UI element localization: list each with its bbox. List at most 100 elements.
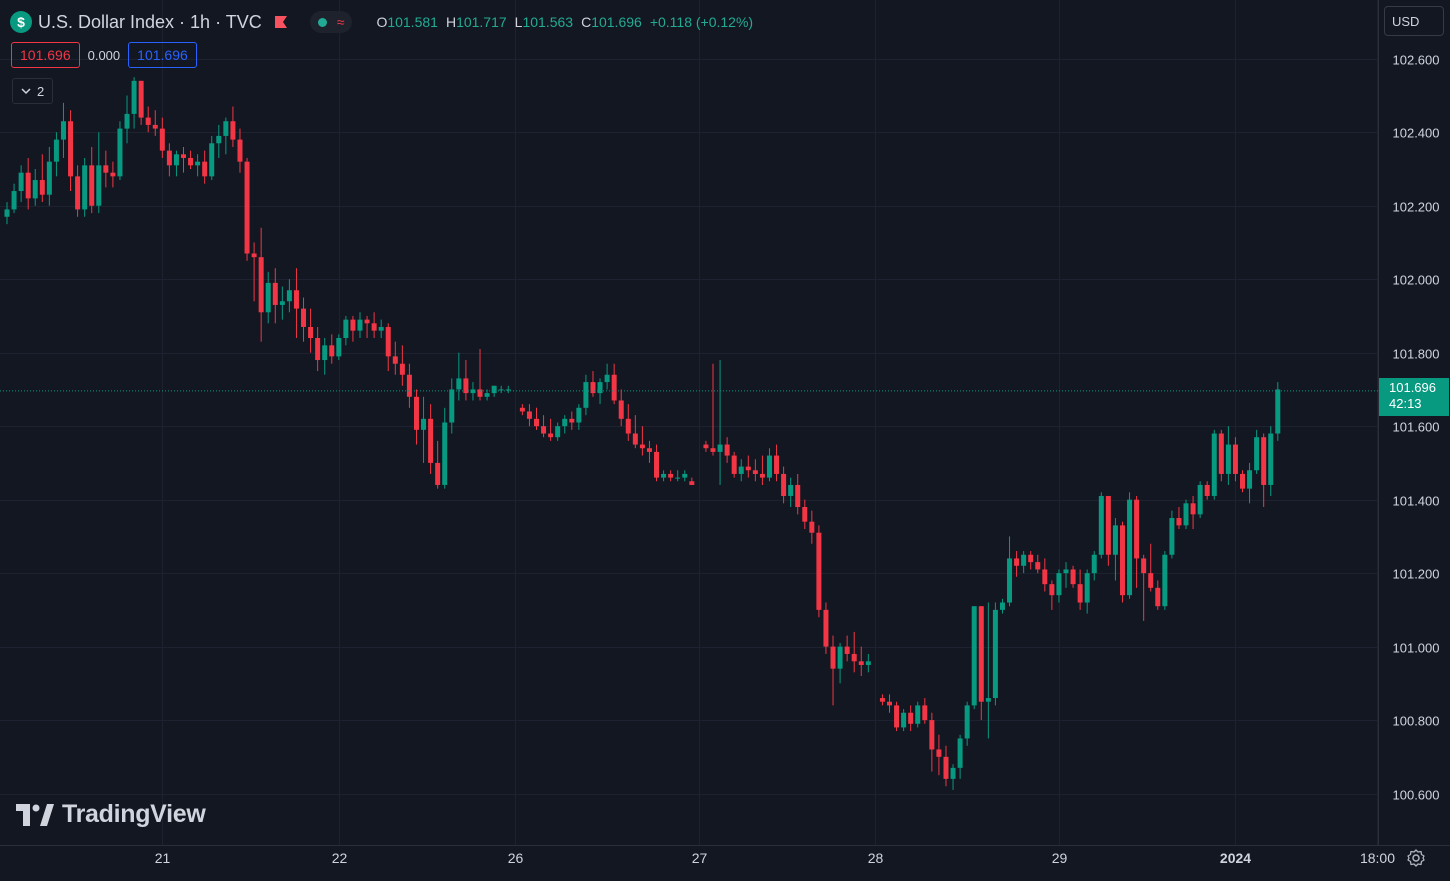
high-value: 101.717 [456,14,507,30]
x-tick-label: 29 [1052,850,1068,866]
candle-body [315,338,321,361]
candle [908,705,914,732]
candle [265,271,271,324]
candle-body [562,418,568,427]
candle-body [1240,473,1245,489]
dollar-symbol-icon[interactable]: $ [10,11,32,33]
candle-body [195,161,201,166]
candle-body [421,418,427,430]
candle [498,385,504,394]
candle [781,466,787,504]
candle-body [781,473,787,496]
candle-body [837,646,843,669]
candle [279,286,285,320]
candle [1204,481,1210,500]
candle-body [1247,470,1253,489]
candle [1169,510,1175,559]
candle-body [279,301,285,305]
candle-body [4,209,10,217]
candle-body [442,422,448,485]
candle [1091,551,1097,581]
candle [18,165,24,203]
candle [999,598,1005,614]
candle [816,525,822,618]
currency-button[interactable]: USD [1384,6,1444,36]
candle [950,764,956,790]
tradingview-logo[interactable]: TradingView [16,800,206,829]
candle-body [879,698,885,702]
candle [759,455,765,485]
symbol-title[interactable]: U.S. Dollar Index · 1h · TVC [38,11,262,32]
candle-body [1254,437,1260,471]
candle [166,143,172,177]
candle [901,709,907,732]
candle [887,694,892,713]
candle-body [166,150,172,166]
chevron-down-icon [21,88,31,95]
candle [230,106,236,147]
candle-body [96,165,102,206]
candle-body [957,738,963,768]
candle [343,315,349,346]
candle [724,437,730,463]
indicators-toggle-button[interactable]: 2 [12,78,54,104]
candle-body [908,712,914,724]
candle-body [1007,558,1013,603]
candle-body [1119,525,1125,596]
candle [823,602,829,654]
candle [1035,554,1041,574]
candle-body [646,448,652,452]
candle-body [759,473,765,478]
candle-body [53,139,59,162]
candle-body [1162,554,1168,607]
candle-body [378,326,384,331]
bar-countdown: 42:13 [1389,396,1422,411]
candle-body [915,705,921,724]
candle-body [103,165,109,173]
x-tick-label: 22 [332,850,348,866]
candle [851,631,857,673]
candle [526,404,532,427]
candle-body [138,80,144,118]
candle [145,106,151,133]
candle [569,411,575,430]
sell-button[interactable]: 101.696 [11,42,80,68]
candle [272,268,278,324]
candle-body [717,444,723,452]
flag-icon[interactable] [274,15,288,29]
candle-body [844,646,850,654]
candle-body [999,602,1005,610]
candle-body [795,484,801,507]
candle [1211,429,1217,500]
candle [110,161,116,188]
candle-body [583,382,589,408]
candle [399,345,405,386]
candle-body [1148,573,1154,588]
candle [978,606,984,721]
y-tick-label: 101.400 [1393,494,1440,509]
candle [1049,580,1055,610]
candle-body [710,448,716,452]
gear-icon[interactable] [1406,848,1426,868]
candle [1056,569,1062,603]
candle [766,448,772,482]
candle [534,407,539,430]
candle-body [145,117,151,125]
market-status-pill[interactable]: ≈ [309,11,353,33]
candle-body [89,165,95,206]
candle [936,734,942,776]
candle-body [519,407,525,412]
candle [286,279,292,313]
candle [470,382,476,401]
candle [216,124,222,158]
candle [449,378,455,434]
buy-button[interactable]: 101.696 [128,42,197,68]
candle-body [625,418,631,434]
candle-body [788,484,794,496]
x-tick-label: 21 [155,850,171,866]
candle [1190,495,1196,530]
candle-body [265,282,271,313]
candle-body [731,455,737,474]
candle-body [75,176,81,210]
